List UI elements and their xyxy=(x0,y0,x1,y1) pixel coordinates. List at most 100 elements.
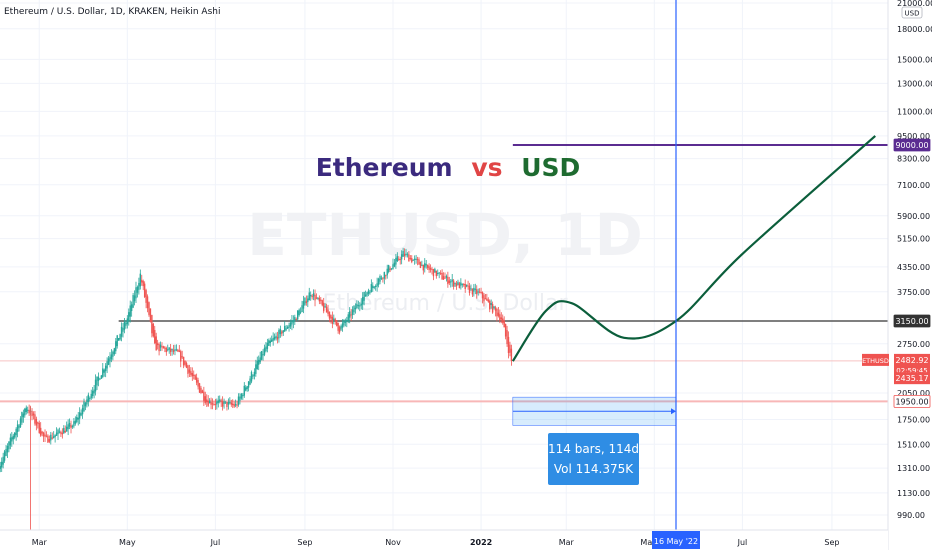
candle-body xyxy=(151,314,153,334)
candle-body xyxy=(357,305,360,307)
candle-body xyxy=(412,259,414,261)
price-tick-label: 18000.00 xyxy=(897,25,932,34)
forecast-curve[interactable] xyxy=(511,135,876,362)
candle-body xyxy=(431,268,433,270)
time-tick-label: Sep xyxy=(824,538,839,547)
candle-body xyxy=(236,404,238,406)
candle-body xyxy=(468,285,471,293)
candle-body xyxy=(100,375,103,379)
candle-body xyxy=(224,401,227,403)
measure-tool[interactable]: 114 bars, 114d Vol 114.375K xyxy=(512,396,677,485)
price-axis[interactable]: 21000.00 18000.00 15000.00 13000.00 11000.00… xyxy=(887,0,932,550)
candle-body xyxy=(335,320,338,326)
candle-body xyxy=(455,283,458,287)
candle-body xyxy=(497,312,500,316)
candle-body xyxy=(48,439,51,442)
candle-body xyxy=(67,424,69,430)
candle-body xyxy=(90,393,92,399)
candle-body xyxy=(341,323,344,328)
candle-body xyxy=(437,273,439,275)
candle-body xyxy=(457,281,459,285)
candle-body xyxy=(483,295,485,302)
price-tick-label: 15000.00 xyxy=(897,55,932,64)
candle-body xyxy=(191,372,194,377)
candle-body xyxy=(247,381,250,388)
candle-body xyxy=(220,400,222,402)
candle-body xyxy=(246,386,248,390)
headline-ethereum: Ethereum xyxy=(316,153,453,182)
price-tick-label: 1510.00 xyxy=(897,440,930,449)
time-axis[interactable]: Mar May Jul Sep Nov 2022 Mar Ma Jul Sep 16 May '22 xyxy=(0,529,888,550)
price-tick-label: 3750.00 xyxy=(897,288,930,297)
candle-body xyxy=(200,387,202,393)
candle-body xyxy=(282,330,284,333)
candle-body xyxy=(28,409,30,414)
headline: Ethereum vs USD xyxy=(316,153,581,182)
candle-body xyxy=(463,283,465,285)
candle-body xyxy=(61,432,64,435)
candle-body xyxy=(361,297,364,305)
candle-body xyxy=(172,349,175,352)
candle-body xyxy=(509,344,511,353)
candle-body xyxy=(64,430,66,433)
level-badge-support xyxy=(893,394,931,408)
candle-body xyxy=(422,264,425,271)
candle-body xyxy=(115,341,117,352)
candle-body xyxy=(143,283,146,297)
symbol-badge-label: ETHUSD xyxy=(862,357,889,365)
price-tick-label: 11000.00 xyxy=(897,107,932,116)
candle-body xyxy=(438,272,440,274)
watermark-ticker: ETHUSD, 1D xyxy=(247,201,642,269)
candle-body xyxy=(142,281,144,287)
candle-body xyxy=(31,411,33,417)
candle-body xyxy=(80,413,82,416)
candle-body xyxy=(416,259,419,261)
price-tick-label: 1310.00 xyxy=(897,464,930,473)
candle-body xyxy=(452,280,455,287)
candle-body xyxy=(279,328,282,335)
candle-body xyxy=(364,294,367,297)
candle-body xyxy=(175,349,178,351)
candle-body xyxy=(128,312,130,322)
candle-body xyxy=(425,264,427,266)
time-tick-label: 2022 xyxy=(470,538,492,547)
candle-body xyxy=(380,277,383,279)
candle-body xyxy=(77,417,79,420)
price-tick-label: 4350.00 xyxy=(897,263,930,272)
candle-body xyxy=(353,306,355,313)
candle-body xyxy=(177,349,179,352)
candle-body xyxy=(42,432,45,437)
candle-body xyxy=(198,383,201,393)
candle-body xyxy=(45,435,48,437)
candle-body xyxy=(284,325,286,332)
candle-body xyxy=(330,315,332,319)
candle-body xyxy=(360,303,362,306)
candle-body xyxy=(311,295,313,298)
candle-body xyxy=(117,338,120,341)
candle-body xyxy=(52,436,55,438)
candle-body xyxy=(356,303,358,309)
candle-body xyxy=(494,307,497,311)
candle-body xyxy=(288,325,290,328)
candle-body xyxy=(500,317,502,320)
candle-body xyxy=(367,290,370,294)
candle-body xyxy=(301,305,303,313)
candle-body xyxy=(234,404,237,406)
candle-body xyxy=(392,264,394,269)
candle-body xyxy=(194,375,196,380)
candle-body xyxy=(258,359,260,365)
candle-body xyxy=(156,343,159,346)
candle-body xyxy=(379,275,381,282)
candle-body xyxy=(76,417,78,423)
candle-body xyxy=(307,298,309,303)
candle-body xyxy=(169,348,172,352)
candle-body xyxy=(203,391,205,401)
level-badge-resistance xyxy=(893,314,931,328)
candle-body xyxy=(106,361,108,369)
candle-body xyxy=(135,287,137,299)
time-tick-label: May xyxy=(119,538,136,547)
candle-body xyxy=(15,428,17,436)
candle-body xyxy=(32,413,35,416)
